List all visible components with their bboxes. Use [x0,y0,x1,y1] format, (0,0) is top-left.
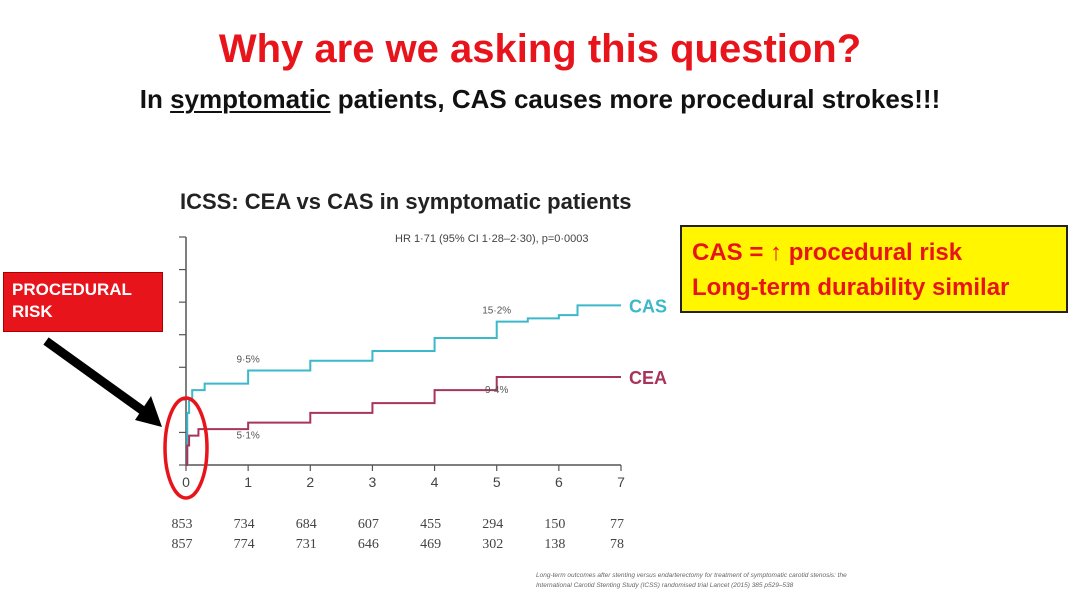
data-label-cea: 5·1% [236,431,259,442]
citation-line-2: International Carotid Stenting Study (IC… [536,582,794,589]
at-risk-cell: 455 [420,517,441,532]
series-line-cea [186,376,621,466]
x-tick-label: 5 [493,474,501,490]
chart-series: CAS 9·5% 15·2% CEA 5·1% 9·4% [186,296,667,466]
x-tick-label: 6 [555,474,563,490]
data-label-cas: 15·2% [482,306,511,317]
hr-annotation: HR 1·71 (95% CI 1·28–2·30), p=0·0003 [395,233,589,245]
series-name-cas: CAS [629,296,667,316]
at-risk-cell: 302 [482,537,503,552]
citation-line-1: Long-term outcomes after stenting versus… [536,572,847,579]
at-risk-cell: 78 [610,537,624,552]
procedural-risk-callout: PROCEDURAL RISK [3,272,163,332]
at-risk-cell: 294 [482,517,503,532]
data-label-cas: 9·5% [236,355,259,366]
x-tick-label: 1 [244,474,252,490]
x-tick-label: 2 [306,474,314,490]
at-risk-cell: 684 [296,517,317,532]
at-risk-cell: 734 [234,517,255,532]
x-tick-label: 0 [182,474,190,490]
x-tick-label: 7 [617,474,625,490]
at-risk-cell: 853 [172,517,193,532]
series-name-cea: CEA [629,368,667,388]
at-risk-cell: 774 [234,537,255,552]
at-risk-cell: 857 [172,537,193,552]
summary-line-1: CAS = ↑ procedural risk [692,239,963,266]
at-risk-cell: 138 [544,537,565,552]
x-tick-label: 4 [431,474,439,490]
subtitle-post: patients, CAS causes more procedural str… [330,84,941,114]
at-risk-cell: 469 [420,537,441,552]
slide-title: Why are we asking this question? [218,27,862,71]
highlight-ellipse [163,396,209,500]
at-risk-cell: 731 [296,537,317,552]
chart-axes: 0 1 2 3 4 5 6 7 [179,236,625,490]
at-risk-table: 853 734 684 607 455 294 150 77 857 774 731 646 469 30… [172,517,625,552]
subtitle-pre: In [139,84,171,114]
data-label-cea: 9·4% [485,385,508,396]
subtitle-underlined: symptomatic [170,84,331,114]
summary-callout: CAS = ↑ procedural risk Long-term durabi… [680,225,1068,313]
pointer-arrow-shaft [43,337,149,417]
slide-subtitle: In symptomatic patients, CAS causes more… [0,83,1080,115]
chart-title: ICSS: CEA vs CAS in symptomatic patients [180,189,632,214]
at-risk-cell: 77 [610,517,624,532]
citation: Long-term outcomes after stenting versus… [536,571,956,591]
at-risk-cell: 150 [544,517,565,532]
summary-line-2: Long-term durability similar [692,274,1010,301]
pointer-arrow-head [135,396,162,427]
at-risk-cell: 646 [358,537,379,552]
x-tick-label: 3 [369,474,377,490]
at-risk-cell: 607 [358,517,379,532]
